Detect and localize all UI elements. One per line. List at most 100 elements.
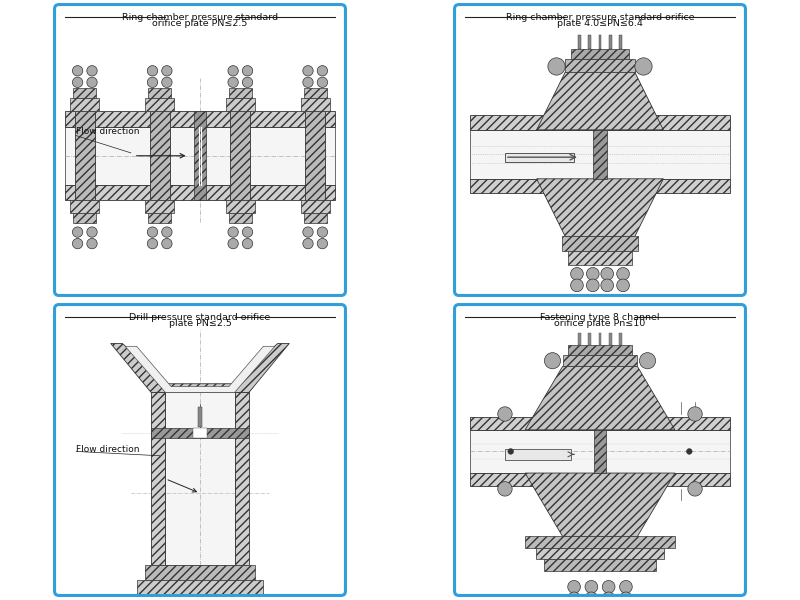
Circle shape (570, 279, 583, 292)
FancyBboxPatch shape (454, 5, 746, 295)
Bar (151, 428, 249, 439)
Circle shape (586, 279, 599, 292)
Bar (594, 430, 606, 473)
Circle shape (545, 353, 561, 369)
Bar (148, 214, 171, 223)
Circle shape (147, 65, 158, 76)
Circle shape (508, 449, 514, 454)
Circle shape (303, 65, 313, 76)
Circle shape (568, 580, 581, 593)
Circle shape (585, 592, 598, 600)
Circle shape (617, 268, 630, 280)
Circle shape (617, 279, 630, 292)
FancyBboxPatch shape (54, 305, 346, 595)
FancyBboxPatch shape (454, 305, 746, 595)
Bar (470, 417, 730, 430)
Bar (589, 35, 591, 49)
Circle shape (242, 227, 253, 237)
Circle shape (602, 580, 615, 593)
Text: Ring chamber pressure standard orifice: Ring chamber pressure standard orifice (506, 13, 694, 22)
Circle shape (498, 407, 512, 421)
Bar (568, 251, 632, 265)
Polygon shape (537, 179, 663, 236)
Circle shape (87, 65, 97, 76)
Circle shape (635, 58, 652, 75)
Circle shape (303, 227, 313, 237)
Bar (470, 115, 730, 130)
Bar (304, 88, 326, 98)
Circle shape (498, 482, 512, 496)
Bar (470, 179, 730, 193)
Text: Ring chamber pressure standard: Ring chamber pressure standard (122, 13, 278, 22)
Bar (151, 392, 166, 565)
Bar (525, 536, 675, 548)
Circle shape (601, 279, 614, 292)
Circle shape (235, 598, 248, 600)
Circle shape (619, 592, 632, 600)
Circle shape (242, 77, 253, 88)
Bar (505, 153, 574, 161)
Bar (470, 130, 730, 179)
Bar (229, 214, 252, 223)
Circle shape (688, 482, 702, 496)
Circle shape (228, 65, 238, 76)
Bar (226, 98, 254, 111)
Circle shape (601, 268, 614, 280)
Circle shape (585, 580, 598, 593)
Circle shape (318, 227, 327, 237)
Bar (301, 200, 330, 214)
Bar (618, 35, 622, 49)
Bar (74, 111, 95, 200)
Circle shape (318, 65, 327, 76)
Bar (568, 345, 632, 355)
Circle shape (228, 238, 238, 249)
Circle shape (570, 268, 583, 280)
Bar (70, 200, 99, 214)
Bar (146, 565, 254, 580)
Circle shape (686, 449, 692, 454)
Bar (65, 127, 335, 185)
Circle shape (147, 77, 158, 88)
Polygon shape (525, 473, 675, 536)
Circle shape (250, 598, 262, 600)
Circle shape (73, 65, 82, 76)
Circle shape (87, 238, 97, 249)
Circle shape (318, 238, 327, 249)
Circle shape (548, 58, 565, 75)
Bar (166, 392, 234, 565)
Circle shape (602, 592, 615, 600)
Bar (578, 35, 582, 49)
Text: Drill pressure standard orifice: Drill pressure standard orifice (130, 313, 270, 322)
Bar (70, 98, 99, 111)
Bar (609, 35, 611, 49)
Circle shape (73, 227, 82, 237)
Bar (226, 200, 254, 214)
Circle shape (138, 598, 150, 600)
Circle shape (152, 598, 165, 600)
Circle shape (162, 77, 172, 88)
FancyBboxPatch shape (54, 5, 346, 295)
Bar (150, 111, 170, 200)
Polygon shape (537, 72, 663, 130)
Bar (74, 88, 96, 98)
Polygon shape (525, 367, 675, 430)
Bar (146, 200, 174, 214)
Bar (137, 580, 263, 594)
Polygon shape (110, 343, 290, 392)
Bar (236, 115, 245, 127)
Circle shape (639, 353, 655, 369)
Bar (230, 111, 250, 200)
Bar (618, 334, 622, 345)
Circle shape (228, 77, 238, 88)
Bar (598, 334, 602, 345)
Text: Fastening type 8 channel: Fastening type 8 channel (540, 313, 660, 322)
Text: plate 4.0≤PN≤6.4: plate 4.0≤PN≤6.4 (557, 19, 643, 28)
Circle shape (586, 268, 599, 280)
Bar (194, 111, 206, 200)
Circle shape (147, 227, 158, 237)
Bar (562, 355, 638, 367)
Bar (562, 236, 638, 251)
Bar (305, 111, 326, 200)
Circle shape (318, 77, 327, 88)
Circle shape (303, 77, 313, 88)
